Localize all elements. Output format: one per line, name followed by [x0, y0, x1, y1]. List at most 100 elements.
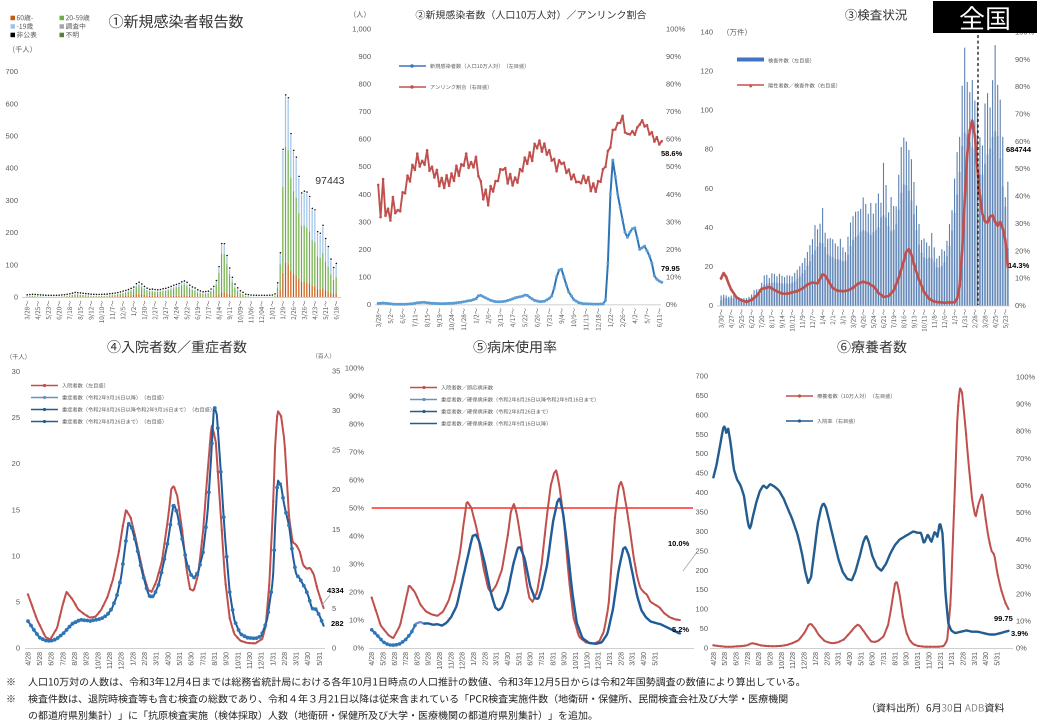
svg-text:4/30: 4/30 — [847, 652, 854, 666]
svg-text:100: 100 — [700, 106, 713, 115]
svg-text:600: 600 — [695, 410, 708, 419]
svg-text:3/31: 3/31 — [154, 652, 161, 666]
svg-text:500: 500 — [695, 449, 708, 458]
svg-text:200: 200 — [358, 245, 371, 254]
svg-text:11/30: 11/30 — [926, 652, 933, 669]
svg-text:2/28: 2/28 — [961, 652, 968, 666]
svg-text:6/30: 6/30 — [189, 652, 196, 666]
svg-text:2/28: 2/28 — [618, 652, 625, 666]
svg-text:35: 35 — [332, 367, 340, 376]
svg-text:99.75: 99.75 — [994, 614, 1013, 623]
svg-text:150: 150 — [695, 585, 708, 594]
svg-text:0%: 0% — [666, 300, 677, 309]
svg-text:100%: 100% — [666, 25, 686, 34]
svg-text:5/31: 5/31 — [858, 652, 865, 666]
svg-text:700: 700 — [5, 67, 18, 76]
svg-text:90%: 90% — [1015, 55, 1030, 64]
svg-text:5: 5 — [332, 604, 336, 613]
svg-text:10%: 10% — [1016, 616, 1031, 625]
svg-text:5.2%: 5.2% — [672, 625, 689, 634]
svg-text:120: 120 — [700, 67, 713, 76]
svg-text:5: 5 — [16, 597, 20, 606]
svg-text:5/31: 5/31 — [516, 652, 523, 666]
svg-text:4334: 4334 — [327, 586, 345, 595]
svg-text:8/28: 8/28 — [414, 652, 421, 666]
svg-text:40: 40 — [705, 223, 713, 232]
svg-text:12/28: 12/28 — [802, 652, 809, 670]
svg-text:70%: 70% — [349, 448, 364, 457]
svg-text:1/31: 1/31 — [607, 652, 614, 666]
svg-text:3/31: 3/31 — [836, 652, 843, 666]
svg-text:1/31: 1/31 — [949, 652, 956, 666]
svg-text:7/31: 7/31 — [539, 652, 546, 666]
svg-text:5/28: 5/28 — [722, 652, 729, 666]
svg-text:300: 300 — [5, 196, 18, 205]
svg-text:8/31: 8/31 — [550, 652, 557, 666]
svg-text:600: 600 — [5, 99, 18, 108]
svg-text:3/31: 3/31 — [630, 652, 637, 666]
svg-text:500: 500 — [358, 162, 371, 171]
svg-text:0: 0 — [332, 644, 336, 653]
svg-text:3/31: 3/31 — [494, 652, 501, 666]
svg-text:0: 0 — [367, 300, 371, 309]
svg-text:90%: 90% — [1016, 400, 1031, 409]
svg-text:9/28: 9/28 — [426, 652, 433, 666]
svg-text:60%: 60% — [349, 476, 364, 485]
svg-text:1/28: 1/28 — [813, 652, 820, 666]
svg-text:100: 100 — [695, 605, 708, 614]
svg-text:6/30: 6/30 — [870, 652, 877, 666]
svg-text:4/28: 4/28 — [711, 652, 718, 666]
svg-text:70%: 70% — [1016, 454, 1031, 463]
svg-text:800: 800 — [358, 80, 371, 89]
svg-text:300: 300 — [358, 217, 371, 226]
svg-text:5/31: 5/31 — [995, 652, 1002, 666]
svg-text:50%: 50% — [666, 162, 681, 171]
svg-text:200: 200 — [5, 228, 18, 237]
svg-text:10%: 10% — [666, 272, 681, 281]
svg-text:1/31: 1/31 — [270, 652, 277, 666]
svg-text:70%: 70% — [666, 107, 681, 116]
svg-text:12/31: 12/31 — [938, 652, 945, 670]
svg-text:200: 200 — [695, 566, 708, 575]
svg-text:40%: 40% — [1016, 535, 1031, 544]
svg-text:10/31: 10/31 — [235, 652, 242, 670]
svg-text:11/30: 11/30 — [584, 652, 591, 669]
svg-text:4/28: 4/28 — [369, 652, 376, 666]
svg-text:15: 15 — [332, 525, 340, 534]
svg-text:4/28: 4/28 — [25, 652, 32, 666]
svg-text:97443: 97443 — [315, 175, 344, 187]
svg-text:10%: 10% — [349, 616, 364, 625]
svg-text:80: 80 — [705, 145, 713, 154]
svg-text:250: 250 — [695, 546, 708, 555]
svg-text:30%: 30% — [349, 560, 364, 569]
svg-text:0: 0 — [14, 293, 18, 302]
svg-text:11/28: 11/28 — [448, 652, 455, 669]
svg-text:12/31: 12/31 — [259, 652, 266, 670]
svg-text:0: 0 — [16, 644, 20, 653]
svg-text:7/28: 7/28 — [60, 652, 67, 666]
svg-text:400: 400 — [695, 488, 708, 497]
svg-text:10/28: 10/28 — [437, 652, 444, 670]
svg-text:100%: 100% — [1016, 373, 1036, 382]
svg-text:5/31: 5/31 — [177, 652, 184, 666]
svg-text:9/30: 9/30 — [562, 652, 569, 666]
svg-text:6/28: 6/28 — [734, 652, 741, 666]
svg-text:0%: 0% — [353, 644, 364, 653]
svg-text:1,000: 1,000 — [352, 25, 371, 34]
svg-text:550: 550 — [695, 430, 708, 439]
svg-text:4/30: 4/30 — [505, 652, 512, 666]
svg-text:2/28: 2/28 — [824, 652, 831, 666]
svg-text:30%: 30% — [666, 217, 681, 226]
svg-text:2/28: 2/28 — [142, 652, 149, 666]
svg-text:0%: 0% — [1015, 301, 1026, 310]
svg-text:15: 15 — [12, 505, 20, 514]
svg-text:6/30: 6/30 — [528, 652, 535, 666]
svg-text:700: 700 — [695, 372, 708, 381]
svg-text:5/28: 5/28 — [37, 652, 44, 666]
svg-text:4/30: 4/30 — [641, 652, 648, 666]
svg-text:20%: 20% — [666, 245, 681, 254]
svg-text:100: 100 — [5, 260, 18, 269]
svg-text:350: 350 — [695, 508, 708, 517]
svg-text:5/31: 5/31 — [317, 652, 324, 666]
svg-text:8/28: 8/28 — [72, 652, 79, 666]
